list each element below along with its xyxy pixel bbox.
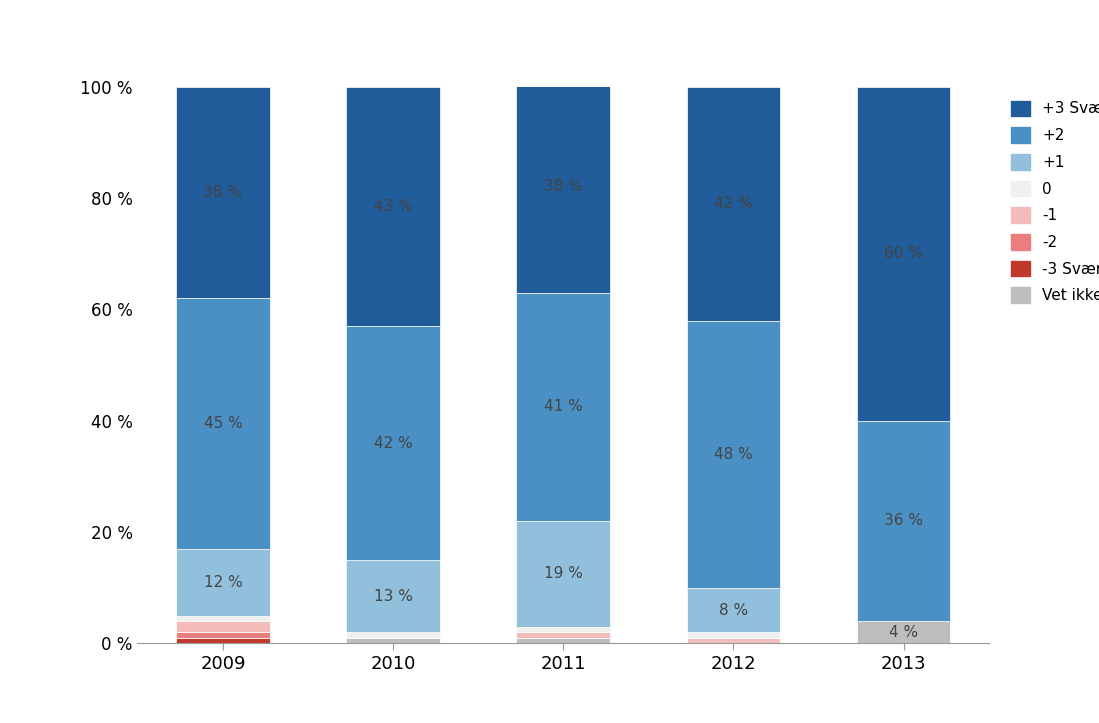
- Bar: [346, 633, 440, 638]
- Bar: [176, 638, 269, 643]
- Bar: [346, 326, 440, 560]
- Text: 41 %: 41 %: [544, 399, 582, 414]
- Bar: [857, 421, 951, 621]
- Legend: +3 Svært vellykket, +2, +1, 0, -1, -2, -3 Svært mislykket, Vet ikke/Ikke relevan: +3 Svært vellykket, +2, +1, 0, -1, -2, -…: [1006, 95, 1099, 309]
- Bar: [176, 549, 269, 616]
- Bar: [176, 621, 269, 633]
- Bar: [687, 320, 780, 588]
- Bar: [687, 638, 780, 643]
- Text: 36 %: 36 %: [884, 513, 923, 529]
- Text: 4 %: 4 %: [889, 625, 918, 640]
- Bar: [176, 87, 269, 299]
- Text: 43 %: 43 %: [374, 199, 412, 214]
- Text: 42 %: 42 %: [714, 196, 753, 211]
- Bar: [857, 87, 951, 421]
- Bar: [346, 638, 440, 643]
- Text: 42 %: 42 %: [374, 435, 412, 450]
- Text: 38 %: 38 %: [203, 185, 242, 200]
- Bar: [857, 621, 951, 643]
- Text: 38 %: 38 %: [544, 179, 582, 194]
- Text: 12 %: 12 %: [203, 575, 242, 590]
- Bar: [176, 299, 269, 549]
- Text: 13 %: 13 %: [374, 589, 412, 604]
- Bar: [346, 560, 440, 633]
- Text: 48 %: 48 %: [714, 447, 753, 462]
- Bar: [517, 627, 610, 633]
- Bar: [176, 616, 269, 621]
- Text: 60 %: 60 %: [885, 247, 923, 261]
- Bar: [517, 633, 610, 638]
- Bar: [517, 521, 610, 627]
- Bar: [346, 87, 440, 326]
- Text: 8 %: 8 %: [719, 602, 748, 617]
- Bar: [517, 293, 610, 521]
- Bar: [517, 81, 610, 293]
- Bar: [687, 633, 780, 638]
- Text: 45 %: 45 %: [203, 416, 242, 431]
- Bar: [176, 633, 269, 638]
- Bar: [687, 588, 780, 633]
- Bar: [687, 87, 780, 320]
- Text: 19 %: 19 %: [544, 566, 582, 581]
- Bar: [517, 638, 610, 643]
